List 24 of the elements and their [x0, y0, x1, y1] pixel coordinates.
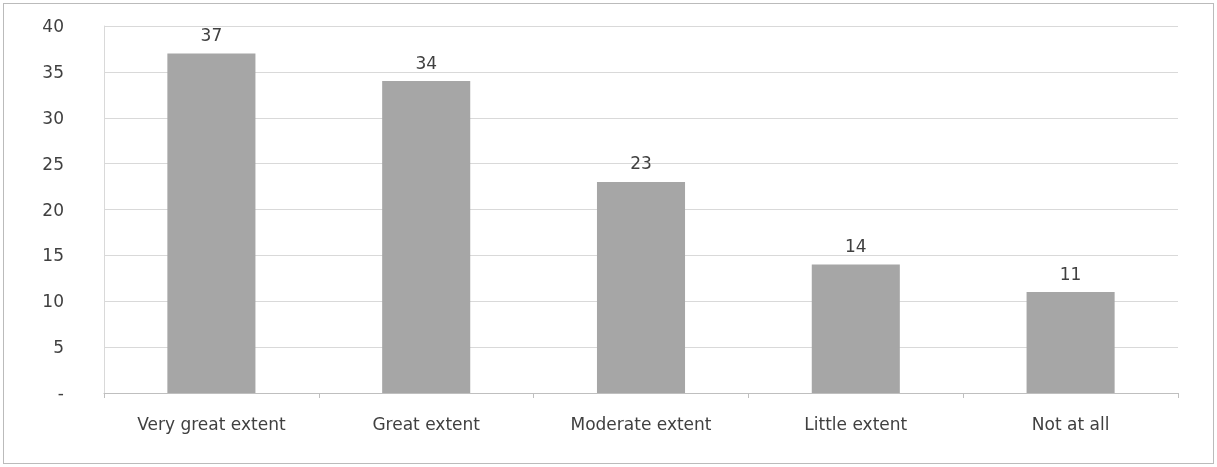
x-tick-label: Great extent — [372, 413, 481, 434]
y-tick-label: - — [57, 383, 64, 403]
y-tick-label: 20 — [42, 199, 64, 220]
data-label: 23 — [630, 153, 652, 174]
y-tick-label: 5 — [53, 337, 64, 358]
data-label: 34 — [415, 52, 438, 73]
y-tick-label: 25 — [42, 153, 64, 174]
data-label: 14 — [844, 236, 867, 257]
y-tick-label: 40 — [42, 16, 64, 36]
y-tick-label: 30 — [42, 107, 64, 128]
x-tick-label: Moderate extent — [570, 413, 712, 434]
bar — [167, 53, 256, 393]
bar — [811, 264, 900, 393]
bar — [1026, 292, 1115, 393]
y-tick-label: 15 — [42, 245, 64, 266]
x-tick-label: Little extent — [804, 413, 908, 434]
data-label: 11 — [1059, 263, 1082, 284]
y-tick-label: 35 — [42, 61, 64, 82]
y-tick-label: 10 — [42, 291, 64, 312]
x-tick-label: Not at all — [1031, 413, 1110, 434]
bar — [382, 81, 471, 393]
bar — [596, 181, 686, 393]
data-label: 37 — [200, 25, 223, 46]
x-tick-label: Very great extent — [137, 413, 286, 434]
